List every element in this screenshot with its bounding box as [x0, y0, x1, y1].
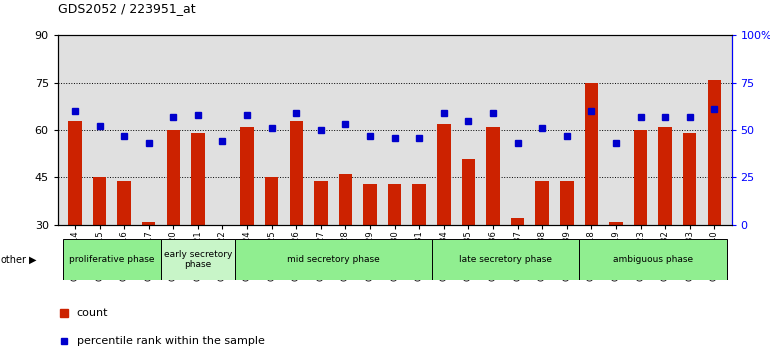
- Bar: [683, 133, 696, 225]
- Bar: [708, 80, 721, 225]
- Bar: [290, 121, 303, 225]
- Text: mid secretory phase: mid secretory phase: [286, 255, 380, 264]
- Bar: [511, 218, 524, 225]
- Bar: [634, 130, 648, 225]
- Bar: [535, 181, 549, 225]
- Bar: [161, 239, 235, 280]
- Text: ambiguous phase: ambiguous phase: [613, 255, 693, 264]
- Bar: [142, 222, 156, 225]
- Bar: [235, 239, 431, 280]
- Bar: [240, 127, 254, 225]
- Bar: [166, 130, 180, 225]
- Bar: [69, 121, 82, 225]
- Text: late secretory phase: late secretory phase: [459, 255, 552, 264]
- Bar: [339, 174, 352, 225]
- Bar: [462, 159, 475, 225]
- Bar: [265, 177, 279, 225]
- Bar: [93, 177, 106, 225]
- Bar: [437, 124, 450, 225]
- Bar: [431, 239, 579, 280]
- Text: percentile rank within the sample: percentile rank within the sample: [77, 336, 264, 346]
- Bar: [388, 184, 401, 225]
- Bar: [62, 239, 161, 280]
- Text: ▶: ▶: [29, 255, 37, 265]
- Text: early secretory
phase: early secretory phase: [164, 250, 232, 269]
- Bar: [117, 181, 131, 225]
- Bar: [413, 184, 426, 225]
- Bar: [584, 83, 598, 225]
- Bar: [609, 222, 623, 225]
- Bar: [363, 184, 377, 225]
- Bar: [314, 181, 327, 225]
- Bar: [579, 239, 727, 280]
- Bar: [658, 127, 672, 225]
- Text: other: other: [1, 255, 27, 265]
- Text: proliferative phase: proliferative phase: [69, 255, 155, 264]
- Bar: [560, 181, 574, 225]
- Bar: [486, 127, 500, 225]
- Text: count: count: [77, 308, 108, 318]
- Bar: [191, 133, 205, 225]
- Text: GDS2052 / 223951_at: GDS2052 / 223951_at: [58, 2, 196, 15]
